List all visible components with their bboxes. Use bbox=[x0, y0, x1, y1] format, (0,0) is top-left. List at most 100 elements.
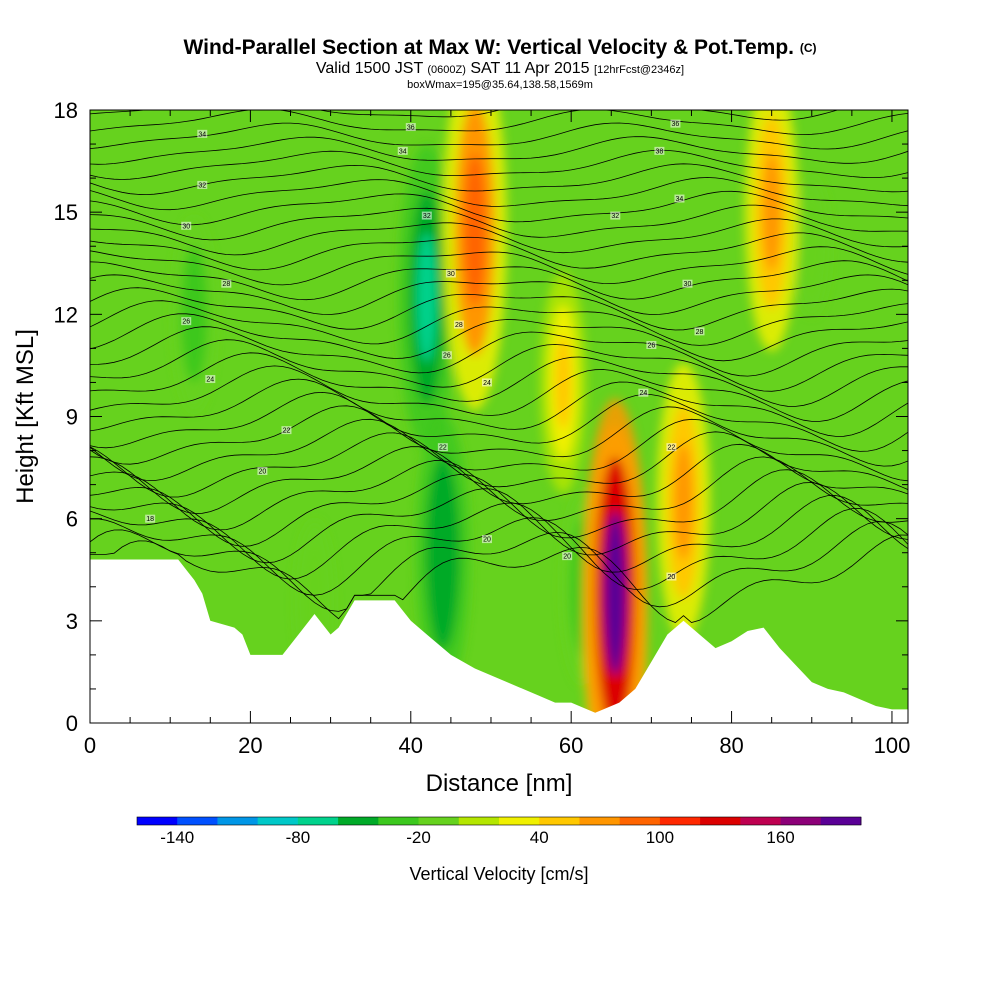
isentrope-line bbox=[90, 469, 908, 547]
velocity-cell-core bbox=[417, 233, 437, 362]
contour-label-bg bbox=[694, 327, 705, 336]
copyright-mark: (C) bbox=[799, 41, 817, 55]
chart-title: Wind-Parallel Section at Max W: Vertical… bbox=[183, 36, 794, 59]
contour-label-bg bbox=[181, 317, 192, 326]
box-info: boxWmax=195@35.64,138.58,1569m bbox=[407, 79, 593, 91]
colorbar-swatch bbox=[378, 817, 419, 825]
colorbar-tick-label: -140 bbox=[160, 828, 194, 847]
colorbar-swatch bbox=[418, 817, 460, 825]
contour-label-bg bbox=[181, 221, 192, 230]
isentrope-line bbox=[90, 232, 908, 271]
y-axis-title: Height [Kft MSL] bbox=[12, 329, 39, 504]
contour-label: 22 bbox=[668, 445, 676, 452]
contour-label-bg bbox=[145, 514, 156, 523]
contour-label: 28 bbox=[696, 329, 704, 336]
contour-label: 36 bbox=[407, 125, 415, 132]
isentrope-line bbox=[90, 339, 908, 392]
isentrope-line bbox=[90, 287, 908, 331]
contour-label-bg bbox=[405, 123, 416, 132]
isentrope-line bbox=[90, 190, 908, 226]
x-tick-label: 40 bbox=[399, 733, 423, 758]
isentrope-line bbox=[90, 110, 908, 136]
colorbar-swatch bbox=[458, 817, 500, 825]
chart-title-line: Wind-Parallel Section at Max W: Vertical… bbox=[0, 36, 1000, 60]
terrain bbox=[90, 559, 908, 723]
contour-label: 28 bbox=[455, 322, 463, 329]
contour-label: 24 bbox=[639, 390, 647, 397]
isentrope-line bbox=[90, 81, 908, 105]
colorbar-swatch bbox=[338, 817, 379, 825]
isentrope-line bbox=[90, 67, 908, 91]
contour-label: 30 bbox=[684, 281, 692, 288]
isentrope-line bbox=[90, 391, 908, 452]
contour-label: 26 bbox=[647, 342, 655, 349]
contour-label: 30 bbox=[182, 223, 190, 230]
isentrope-line bbox=[90, 418, 908, 482]
colorbar-swatch bbox=[659, 817, 701, 825]
velocity-cell-core bbox=[604, 511, 627, 676]
isentrope-line bbox=[90, 313, 908, 362]
contour-label: 38 bbox=[655, 148, 663, 155]
isentrope-line bbox=[90, 149, 908, 180]
contour-label-bg bbox=[441, 351, 452, 360]
contour-label-bg bbox=[397, 146, 408, 155]
isentrope-line bbox=[90, 136, 908, 165]
contour-label-bg bbox=[481, 535, 492, 544]
velocity-cell-core bbox=[555, 335, 572, 430]
colorbar-swatch bbox=[740, 817, 781, 825]
y-tick-label: 3 bbox=[66, 609, 78, 634]
contour-label-bg bbox=[197, 180, 208, 189]
isentrope-line bbox=[90, 378, 908, 437]
contour-label-bg bbox=[674, 194, 685, 203]
colorbar-swatch bbox=[217, 817, 259, 825]
isentrope-line bbox=[90, 326, 908, 377]
contour-label-bg bbox=[421, 211, 432, 220]
isentrope-line bbox=[90, 495, 908, 580]
valid-time: Valid 1500 JST bbox=[315, 60, 423, 77]
x-axis-title: Distance [nm] bbox=[426, 770, 573, 797]
isentrope-line bbox=[90, 246, 908, 286]
contour-label: 22 bbox=[439, 445, 447, 452]
contour-label: 30 bbox=[447, 271, 455, 278]
isentrope-line bbox=[90, 431, 908, 498]
velocity-cell-core bbox=[805, 217, 818, 276]
colorbar-swatch bbox=[539, 817, 580, 825]
potential-temperature-contours bbox=[90, 67, 908, 623]
x-tick-label: 100 bbox=[874, 733, 911, 758]
isentrope-line bbox=[90, 122, 908, 150]
isentrope-line bbox=[90, 521, 908, 612]
x-tick-label: 60 bbox=[559, 733, 583, 758]
contour-label-bg bbox=[205, 375, 216, 384]
contour-label: 32 bbox=[198, 182, 206, 189]
colorbar-tick-label: -80 bbox=[286, 828, 311, 847]
isentrope-line bbox=[90, 443, 908, 514]
colorbar-swatch bbox=[137, 817, 178, 825]
colorbar-title: Vertical Velocity [cm/s] bbox=[409, 864, 588, 884]
colorbar-swatch bbox=[177, 817, 218, 825]
contour-label: 28 bbox=[222, 281, 230, 288]
contour-label: 26 bbox=[182, 319, 190, 326]
x-tick-label: 0 bbox=[84, 733, 96, 758]
contour-label: 22 bbox=[283, 428, 291, 435]
contour-label: 20 bbox=[563, 554, 571, 561]
contour-label-bg bbox=[437, 443, 448, 452]
contour-label: 32 bbox=[423, 213, 431, 220]
contour-label: 34 bbox=[676, 196, 684, 203]
contour-label: 34 bbox=[399, 148, 407, 155]
colorbar-swatch bbox=[257, 817, 299, 825]
contour-label-bg bbox=[197, 129, 208, 138]
x-tick-label: 80 bbox=[719, 733, 743, 758]
y-tick-label: 18 bbox=[54, 98, 78, 123]
isentrope-line bbox=[90, 482, 908, 564]
x-tick-label: 20 bbox=[238, 733, 262, 758]
contour-label-bg bbox=[610, 211, 621, 220]
contour-label-bg bbox=[481, 378, 492, 387]
velocity-cell-core bbox=[762, 153, 781, 271]
contour-labels: 34 32 30 28 26 24 22 20 18 36 34 32 30 28 26 24 22 20 20 36… bbox=[145, 119, 705, 581]
plot-area bbox=[90, 67, 908, 723]
colorbar-swatch bbox=[619, 817, 661, 825]
colorbar: -140 -80 -20 40 100 160 bbox=[136, 816, 862, 847]
contour-label-bg bbox=[562, 552, 573, 561]
contour-label-bg bbox=[221, 279, 232, 288]
